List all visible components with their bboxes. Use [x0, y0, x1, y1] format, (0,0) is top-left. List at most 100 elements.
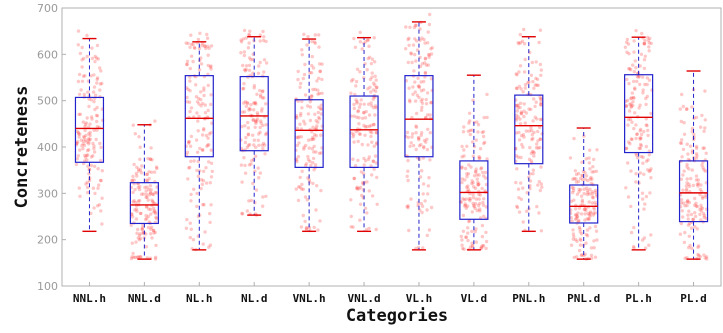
data-point	[516, 106, 520, 110]
data-point	[366, 157, 371, 162]
data-point	[136, 236, 140, 240]
data-point	[482, 244, 486, 248]
data-point	[642, 42, 647, 46]
data-point	[692, 132, 696, 137]
data-point	[311, 87, 315, 92]
data-point	[206, 143, 210, 147]
data-point	[524, 129, 529, 133]
data-point	[690, 168, 694, 172]
data-point	[591, 196, 595, 200]
data-point	[197, 96, 201, 101]
data-point	[152, 170, 157, 174]
data-point	[256, 71, 261, 76]
data-point	[529, 159, 533, 163]
data-point	[85, 158, 89, 162]
data-point	[93, 93, 98, 97]
data-point	[694, 115, 699, 120]
data-point	[92, 85, 97, 89]
data-point	[366, 143, 370, 147]
data-point	[428, 113, 432, 117]
data-point	[264, 61, 269, 65]
data-point	[350, 131, 354, 135]
data-point	[359, 98, 363, 102]
data-point	[134, 171, 138, 176]
data-point	[691, 217, 695, 222]
data-point	[634, 153, 639, 157]
data-point	[249, 198, 253, 203]
data-point	[154, 211, 158, 216]
data-point	[594, 202, 598, 207]
data-point	[408, 144, 412, 148]
data-point	[188, 221, 192, 225]
data-point	[627, 109, 632, 113]
data-point	[521, 220, 525, 224]
data-point	[574, 216, 579, 220]
data-point	[90, 117, 94, 121]
data-point	[685, 200, 689, 204]
data-point	[247, 32, 251, 37]
data-point	[462, 148, 466, 152]
data-point	[371, 159, 376, 164]
data-point	[575, 239, 579, 243]
data-point	[681, 147, 686, 152]
data-point	[425, 113, 430, 117]
data-point	[208, 220, 212, 225]
data-point	[682, 132, 687, 136]
data-point	[700, 196, 705, 200]
data-point	[373, 154, 378, 158]
data-point	[154, 165, 159, 169]
data-point	[638, 129, 642, 133]
data-point	[539, 102, 543, 107]
data-point	[514, 72, 518, 76]
data-point	[88, 137, 93, 141]
data-point	[646, 38, 651, 43]
data-point	[624, 104, 628, 108]
data-point	[406, 158, 410, 163]
data-point	[417, 85, 422, 90]
data-point	[310, 39, 314, 44]
data-point	[694, 144, 699, 149]
data-point	[518, 101, 523, 106]
data-point	[358, 218, 362, 222]
data-point	[251, 118, 255, 123]
data-point	[633, 59, 637, 63]
data-point	[202, 86, 206, 90]
data-point	[573, 217, 578, 221]
data-point	[593, 188, 598, 193]
data-point	[374, 78, 378, 82]
data-point	[481, 200, 485, 205]
data-point	[485, 92, 489, 97]
data-point	[92, 164, 97, 168]
data-point	[678, 107, 682, 111]
data-point	[649, 176, 653, 180]
data-point	[95, 81, 99, 85]
data-point	[409, 141, 413, 145]
data-point	[427, 228, 432, 232]
data-point	[370, 75, 374, 79]
data-point	[193, 46, 197, 50]
data-point	[573, 213, 578, 217]
data-point	[625, 50, 629, 54]
data-point	[466, 226, 470, 230]
data-point	[583, 207, 587, 211]
data-point	[358, 30, 362, 35]
data-point	[196, 37, 201, 42]
data-point	[695, 227, 699, 231]
data-point	[687, 209, 691, 213]
data-point	[90, 56, 95, 61]
data-point	[316, 92, 320, 96]
data-point	[578, 188, 583, 192]
data-point	[370, 140, 374, 144]
data-point	[632, 246, 636, 250]
data-point	[99, 145, 103, 150]
data-point	[83, 128, 87, 133]
data-point	[420, 101, 425, 106]
data-point	[263, 143, 267, 147]
data-point	[154, 216, 159, 221]
data-point	[421, 182, 426, 186]
data-point	[207, 132, 212, 136]
data-point	[691, 217, 695, 222]
data-point	[700, 206, 705, 210]
data-point	[152, 231, 156, 235]
data-point	[252, 157, 256, 161]
